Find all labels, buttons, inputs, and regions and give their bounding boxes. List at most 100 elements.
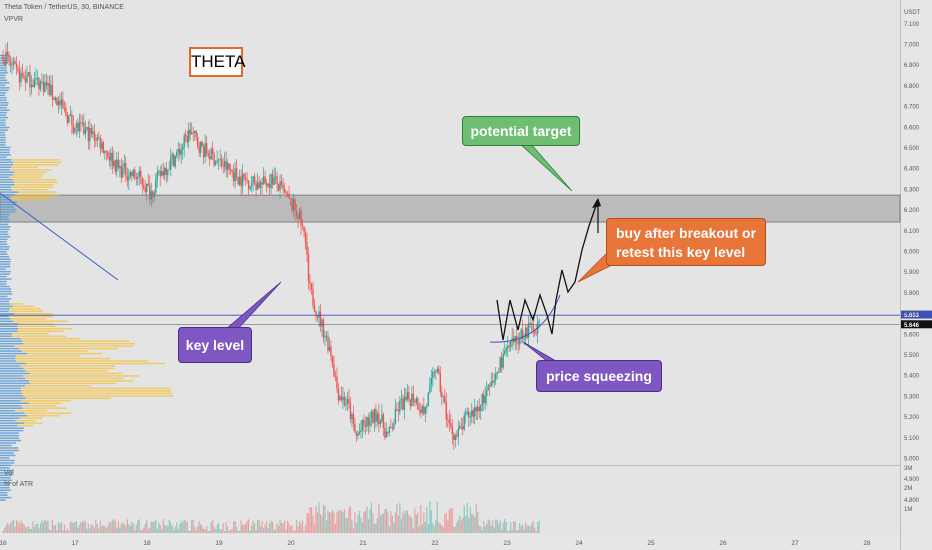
vpvr-bar [0, 469, 14, 472]
vpvr-bar [13, 320, 68, 323]
candle-body [466, 411, 468, 414]
candle-body [523, 338, 525, 340]
price-tick-label: 5.900 [904, 270, 920, 276]
candle-body [32, 84, 34, 87]
volume-bar [492, 520, 494, 533]
candle-body [77, 123, 79, 132]
volume-bar [188, 530, 190, 533]
volume-bar [246, 520, 248, 533]
candle-body [438, 368, 440, 374]
volume-bar [177, 528, 179, 533]
candle-body [274, 176, 277, 178]
vpvr-bar [0, 164, 13, 166]
candle-body [508, 346, 510, 348]
vpvr-bar [0, 156, 7, 159]
vpvr-bar [0, 477, 11, 479]
vpvr-indicator-label[interactable]: VPVR [4, 16, 24, 23]
volume-bar [87, 523, 89, 533]
volume-bar [6, 523, 9, 533]
volume-bar [376, 517, 378, 533]
candle-body [310, 283, 313, 290]
volume-bar [36, 523, 39, 533]
candle-body [468, 411, 470, 418]
candle-body [207, 153, 209, 157]
volume-label[interactable]: Vol [4, 470, 14, 477]
volume-bar [200, 524, 202, 533]
candle-body [477, 406, 479, 412]
volume-bar [212, 519, 214, 533]
vpvr-bar [0, 452, 14, 454]
volume-bar [194, 526, 196, 533]
vpvr-bar [0, 211, 16, 213]
candle-body [165, 167, 167, 175]
vpvr-bar [0, 129, 8, 131]
volume-bar [370, 502, 373, 533]
volume-bar [439, 523, 441, 533]
vpvr-bar [0, 231, 8, 233]
candle-body [59, 100, 61, 105]
time-tick-label: 28 [863, 540, 871, 547]
candle-body [21, 72, 24, 76]
candle-body [400, 398, 403, 401]
volume-bar [164, 524, 166, 533]
volume-bar [233, 521, 235, 533]
candle-body [384, 428, 386, 438]
vpvr-bar [0, 325, 18, 328]
vpvr-bar [15, 409, 47, 412]
candle-body [492, 381, 494, 383]
candle-body [259, 182, 262, 189]
vpvr-bar [21, 392, 172, 395]
vpvr-bar [0, 243, 8, 246]
volume-bar [318, 502, 320, 533]
candle-body [343, 396, 346, 405]
price-squeezing-callout[interactable]: price squeezing [536, 360, 662, 392]
volume-bar [39, 523, 42, 533]
vpvr-bar [14, 171, 47, 174]
candle-body [244, 177, 247, 180]
candle-body [397, 410, 400, 412]
candle-body [167, 169, 169, 175]
candle-body [153, 192, 155, 198]
volume-bar [453, 526, 455, 533]
vpvr-bar [0, 390, 22, 392]
volume-bar [415, 514, 417, 533]
candle-body [240, 176, 242, 187]
volume-pane[interactable] [0, 466, 900, 534]
vpvr-bar [0, 126, 10, 129]
vpvr-bar [20, 400, 71, 402]
candle-body [456, 435, 458, 437]
key-level-callout[interactable]: key level [178, 327, 252, 363]
volume-bar [295, 519, 298, 533]
volume-bar [249, 530, 251, 533]
volume-bar [507, 530, 509, 533]
buy-note-callout[interactable]: buy after breakout or retest this key le… [606, 218, 766, 266]
candle-body [63, 107, 66, 109]
potential-target-callout[interactable]: potential target [462, 116, 580, 146]
candle-body [391, 427, 394, 429]
volume-bar [403, 514, 405, 533]
vpvr-bar [0, 434, 20, 437]
price-axis[interactable] [900, 0, 932, 550]
candle-body [480, 405, 482, 412]
candle-body [104, 151, 106, 154]
time-axis[interactable] [0, 534, 900, 550]
candle-body [9, 61, 12, 66]
candle-body [5, 51, 7, 65]
candle-body [225, 161, 227, 171]
vpvr-bar [0, 270, 11, 273]
candle-body [524, 327, 527, 339]
volume-bar [110, 522, 112, 533]
price-tick-label: 7.100 [904, 22, 920, 28]
volume-bar [517, 529, 519, 533]
candle-body [503, 351, 506, 354]
vpvr-bar [0, 265, 11, 268]
volume-bar [134, 530, 136, 533]
vpvr-bar [0, 315, 10, 318]
vpvr-bar [0, 367, 24, 370]
vpvr-bar [23, 375, 140, 377]
vpvr-bar [22, 407, 67, 409]
vpvr-bar [9, 308, 42, 310]
volume-bar [90, 524, 92, 533]
volume-bar [442, 527, 444, 533]
